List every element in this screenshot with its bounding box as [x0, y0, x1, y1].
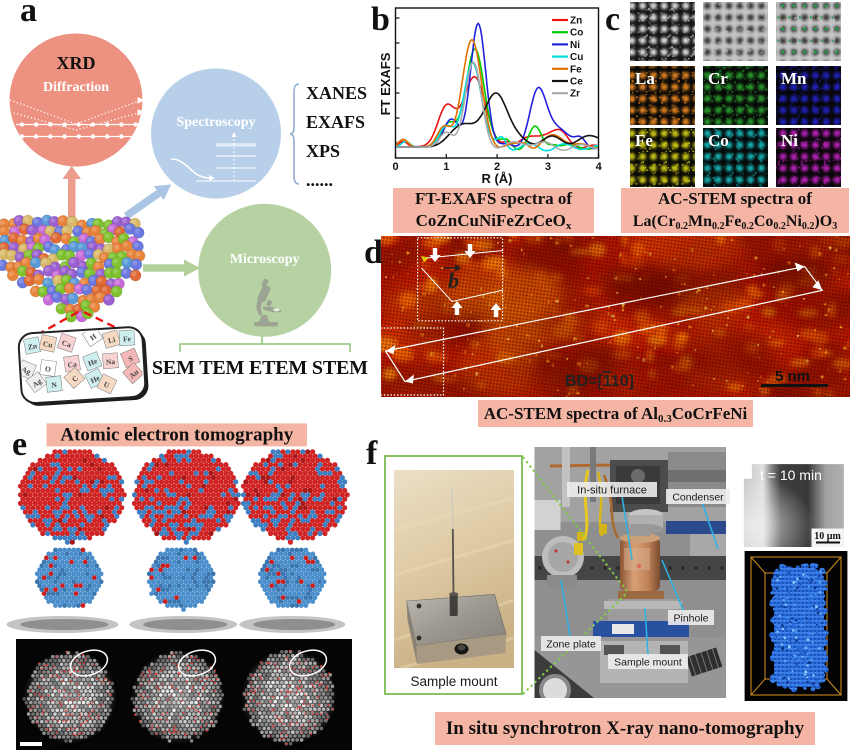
- svg-text:In-situ furnace: In-situ furnace: [577, 485, 647, 497]
- svg-text:Cu: Cu: [42, 339, 53, 350]
- svg-text:Fe: Fe: [123, 334, 132, 344]
- svg-text:Cr: Cr: [708, 69, 728, 88]
- svg-text:Na: Na: [106, 357, 116, 367]
- svg-text:Sample mount: Sample mount: [614, 657, 682, 669]
- svg-text:Atomic electron tomography: Atomic electron tomography: [60, 425, 293, 446]
- svg-text:BD=[110]: BD=[110]: [565, 373, 634, 390]
- svg-text:Co: Co: [570, 28, 583, 39]
- svg-text:Fe: Fe: [570, 64, 582, 75]
- svg-text:10 µm: 10 µm: [814, 531, 841, 542]
- svg-text:Zn: Zn: [27, 341, 39, 352]
- svg-text:Mn: Mn: [781, 69, 807, 88]
- svg-text:Sample mount: Sample mount: [410, 674, 497, 689]
- svg-text:Cu: Cu: [570, 52, 583, 63]
- svg-text:Ni: Ni: [781, 131, 798, 150]
- svg-text:SEM TEM ETEM STEM: SEM TEM ETEM STEM: [152, 357, 368, 379]
- svg-text:4: 4: [596, 161, 603, 173]
- svg-text:H: H: [88, 332, 98, 343]
- svg-text:......: ......: [306, 170, 333, 190]
- svg-text:O: O: [44, 364, 51, 374]
- svg-text:3: 3: [545, 161, 551, 173]
- svg-text:e: e: [12, 426, 27, 463]
- svg-text:Co: Co: [708, 131, 729, 150]
- svg-text:Ce: Ce: [570, 77, 583, 88]
- svg-text:Diffraction: Diffraction: [43, 80, 109, 95]
- svg-text:b: b: [448, 268, 459, 293]
- svg-text:f: f: [366, 435, 378, 472]
- svg-text:He: He: [89, 373, 102, 385]
- svg-text:Ni: Ni: [570, 40, 580, 51]
- svg-text:S: S: [127, 354, 134, 364]
- svg-text:XRD: XRD: [57, 53, 96, 73]
- svg-text:EXAFS: EXAFS: [306, 112, 365, 132]
- svg-text:N: N: [51, 380, 58, 390]
- svg-text:Pinhole: Pinhole: [673, 613, 708, 625]
- svg-text:Li: Li: [107, 335, 116, 346]
- svg-text:2: 2: [494, 161, 500, 173]
- svg-text:c: c: [605, 1, 620, 38]
- svg-text:t = 10 min: t = 10 min: [760, 467, 822, 483]
- svg-text:Zr: Zr: [570, 89, 580, 100]
- svg-text:b: b: [371, 1, 390, 38]
- svg-text:XPS: XPS: [306, 141, 340, 161]
- svg-text:C: C: [70, 374, 80, 384]
- svg-text:Zone plate: Zone plate: [546, 639, 596, 651]
- svg-text:FT EXAFS: FT EXAFS: [378, 52, 393, 115]
- svg-text:Ca: Ca: [61, 338, 73, 350]
- svg-text:Microscopy: Microscopy: [230, 252, 300, 267]
- svg-text:He: He: [87, 356, 99, 368]
- svg-text:Ag: Ag: [20, 365, 32, 377]
- svg-text:R (Å): R (Å): [481, 171, 512, 186]
- svg-text:Zn: Zn: [570, 16, 582, 27]
- svg-text:Fe: Fe: [635, 131, 653, 150]
- svg-text:XANES: XANES: [306, 83, 367, 103]
- svg-text:5 nm: 5 nm: [775, 368, 810, 385]
- svg-text:0: 0: [392, 161, 398, 173]
- svg-text:La: La: [635, 69, 655, 88]
- svg-text:U: U: [102, 380, 111, 391]
- svg-text:1: 1: [443, 161, 449, 173]
- svg-text:d: d: [365, 234, 383, 271]
- svg-text:Condenser: Condenser: [672, 492, 724, 504]
- svg-text:Ca: Ca: [67, 359, 78, 369]
- svg-text:Spectroscopy: Spectroscopy: [176, 115, 255, 130]
